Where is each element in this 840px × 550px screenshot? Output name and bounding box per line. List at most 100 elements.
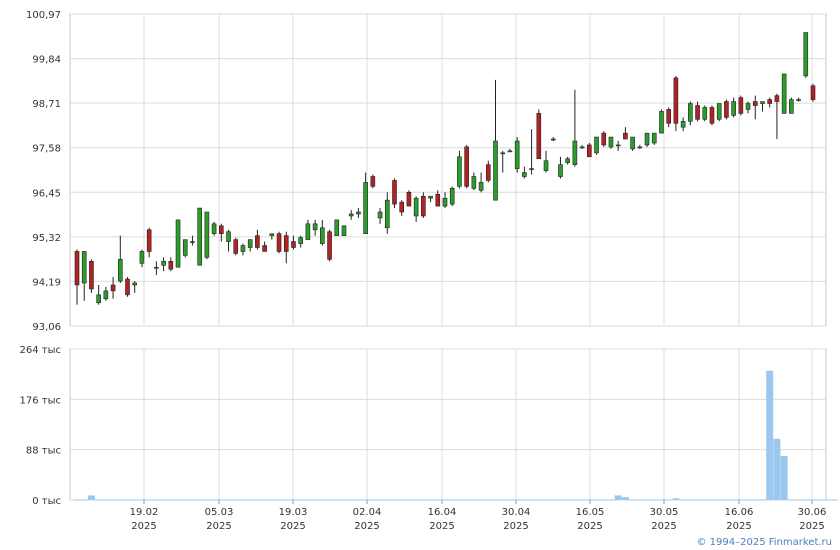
- candle: [175, 219, 181, 268]
- candle-body: [810, 85, 816, 100]
- volume-bar: [795, 499, 803, 501]
- volume-bar: [419, 499, 427, 501]
- candle: [767, 97, 773, 108]
- candle: [291, 235, 296, 250]
- volume-bar: [679, 499, 687, 501]
- candle: [96, 284, 101, 305]
- volume-bar: [492, 499, 500, 501]
- date-tick-year: 2025: [280, 521, 305, 532]
- volume-bar: [593, 499, 601, 501]
- candle-body: [125, 278, 130, 296]
- candle: [507, 148, 513, 153]
- candle-body: [276, 233, 282, 252]
- candle: [789, 97, 794, 114]
- volume-bar: [87, 495, 95, 500]
- candle-body: [471, 176, 477, 189]
- candle-body: [312, 223, 318, 231]
- candle: [269, 233, 275, 240]
- date-tick-year: 2025: [799, 521, 824, 532]
- volume-bar: [535, 499, 543, 501]
- candle-body: [334, 219, 340, 236]
- candle: [370, 174, 376, 189]
- volume-bar: [102, 499, 110, 501]
- candle-body: [298, 237, 303, 244]
- candle-body: [572, 140, 578, 165]
- candle-body: [399, 201, 405, 213]
- candle: [579, 144, 585, 149]
- candle-body: [789, 99, 794, 114]
- volume-bar: [773, 438, 781, 500]
- candle: [695, 101, 700, 122]
- volume-bar: [73, 499, 81, 501]
- candle: [255, 229, 260, 250]
- candle: [74, 249, 80, 305]
- volume-bar: [650, 499, 658, 501]
- volume-bar: [225, 499, 233, 501]
- candle: [810, 83, 816, 102]
- volume-bar: [210, 499, 218, 501]
- candle-body: [341, 225, 347, 236]
- volume-bar: [289, 499, 297, 501]
- candle: [211, 221, 217, 236]
- candle: [514, 137, 520, 173]
- volume-bar: [455, 499, 463, 501]
- volume-bar: [383, 499, 391, 501]
- volume-y-axis: 264 тыс 176 тыс 88 тыс 0 тыс: [20, 345, 61, 507]
- volume-bar: [722, 499, 730, 501]
- candle: [529, 129, 534, 175]
- volume-bar: [629, 499, 637, 501]
- date-tick-label: 16.04: [428, 507, 457, 518]
- candle: [110, 277, 116, 299]
- candle: [688, 101, 693, 126]
- volume-bar: [124, 499, 132, 501]
- volume-bar: [152, 499, 160, 501]
- volume-bar: [427, 499, 435, 501]
- candle: [435, 190, 441, 207]
- candle-body: [767, 99, 773, 104]
- volume-bar: [528, 499, 536, 501]
- volume-bar: [542, 499, 550, 501]
- volume-tick-label: 264 тыс: [20, 345, 61, 356]
- candle: [190, 235, 195, 246]
- volume-bar: [816, 499, 824, 501]
- candle: [399, 200, 405, 216]
- volume-bar: [340, 499, 348, 501]
- date-tick-label: 16.06: [725, 507, 754, 518]
- candle: [89, 259, 94, 293]
- candle: [276, 231, 282, 254]
- volume-bar: [167, 499, 175, 501]
- volume-bar: [174, 499, 182, 501]
- candle-body: [161, 261, 166, 266]
- volume-bar: [232, 499, 240, 501]
- candle-body: [738, 97, 744, 114]
- candle: [536, 109, 542, 160]
- candle: [168, 257, 174, 272]
- volume-bar: [145, 499, 153, 501]
- price-tick-label: 94,19: [32, 277, 61, 288]
- candle: [334, 219, 340, 236]
- candle: [298, 235, 303, 248]
- volume-bar: [600, 499, 608, 501]
- candle-body: [110, 284, 116, 292]
- volume-bar: [672, 498, 680, 500]
- candle: [406, 190, 412, 207]
- price-panel-frame: [69, 13, 827, 327]
- date-tick-year: 2025: [577, 521, 602, 532]
- candle-body: [291, 241, 296, 248]
- candle: [644, 132, 650, 147]
- volume-bar: [506, 499, 514, 501]
- candle-body: [435, 193, 441, 207]
- candle: [781, 73, 787, 114]
- volume-bar: [766, 370, 774, 500]
- volume-bar: [470, 499, 478, 501]
- candle-body: [283, 235, 289, 252]
- candle-body: [731, 101, 736, 116]
- volume-bar: [95, 499, 103, 501]
- candle-body: [644, 132, 650, 146]
- volume-bar: [347, 499, 355, 501]
- candle-body: [601, 132, 607, 146]
- date-tick-year: 2025: [206, 521, 231, 532]
- candle-body: [197, 207, 202, 266]
- volume-bar: [787, 499, 795, 501]
- volume-bar: [282, 499, 290, 501]
